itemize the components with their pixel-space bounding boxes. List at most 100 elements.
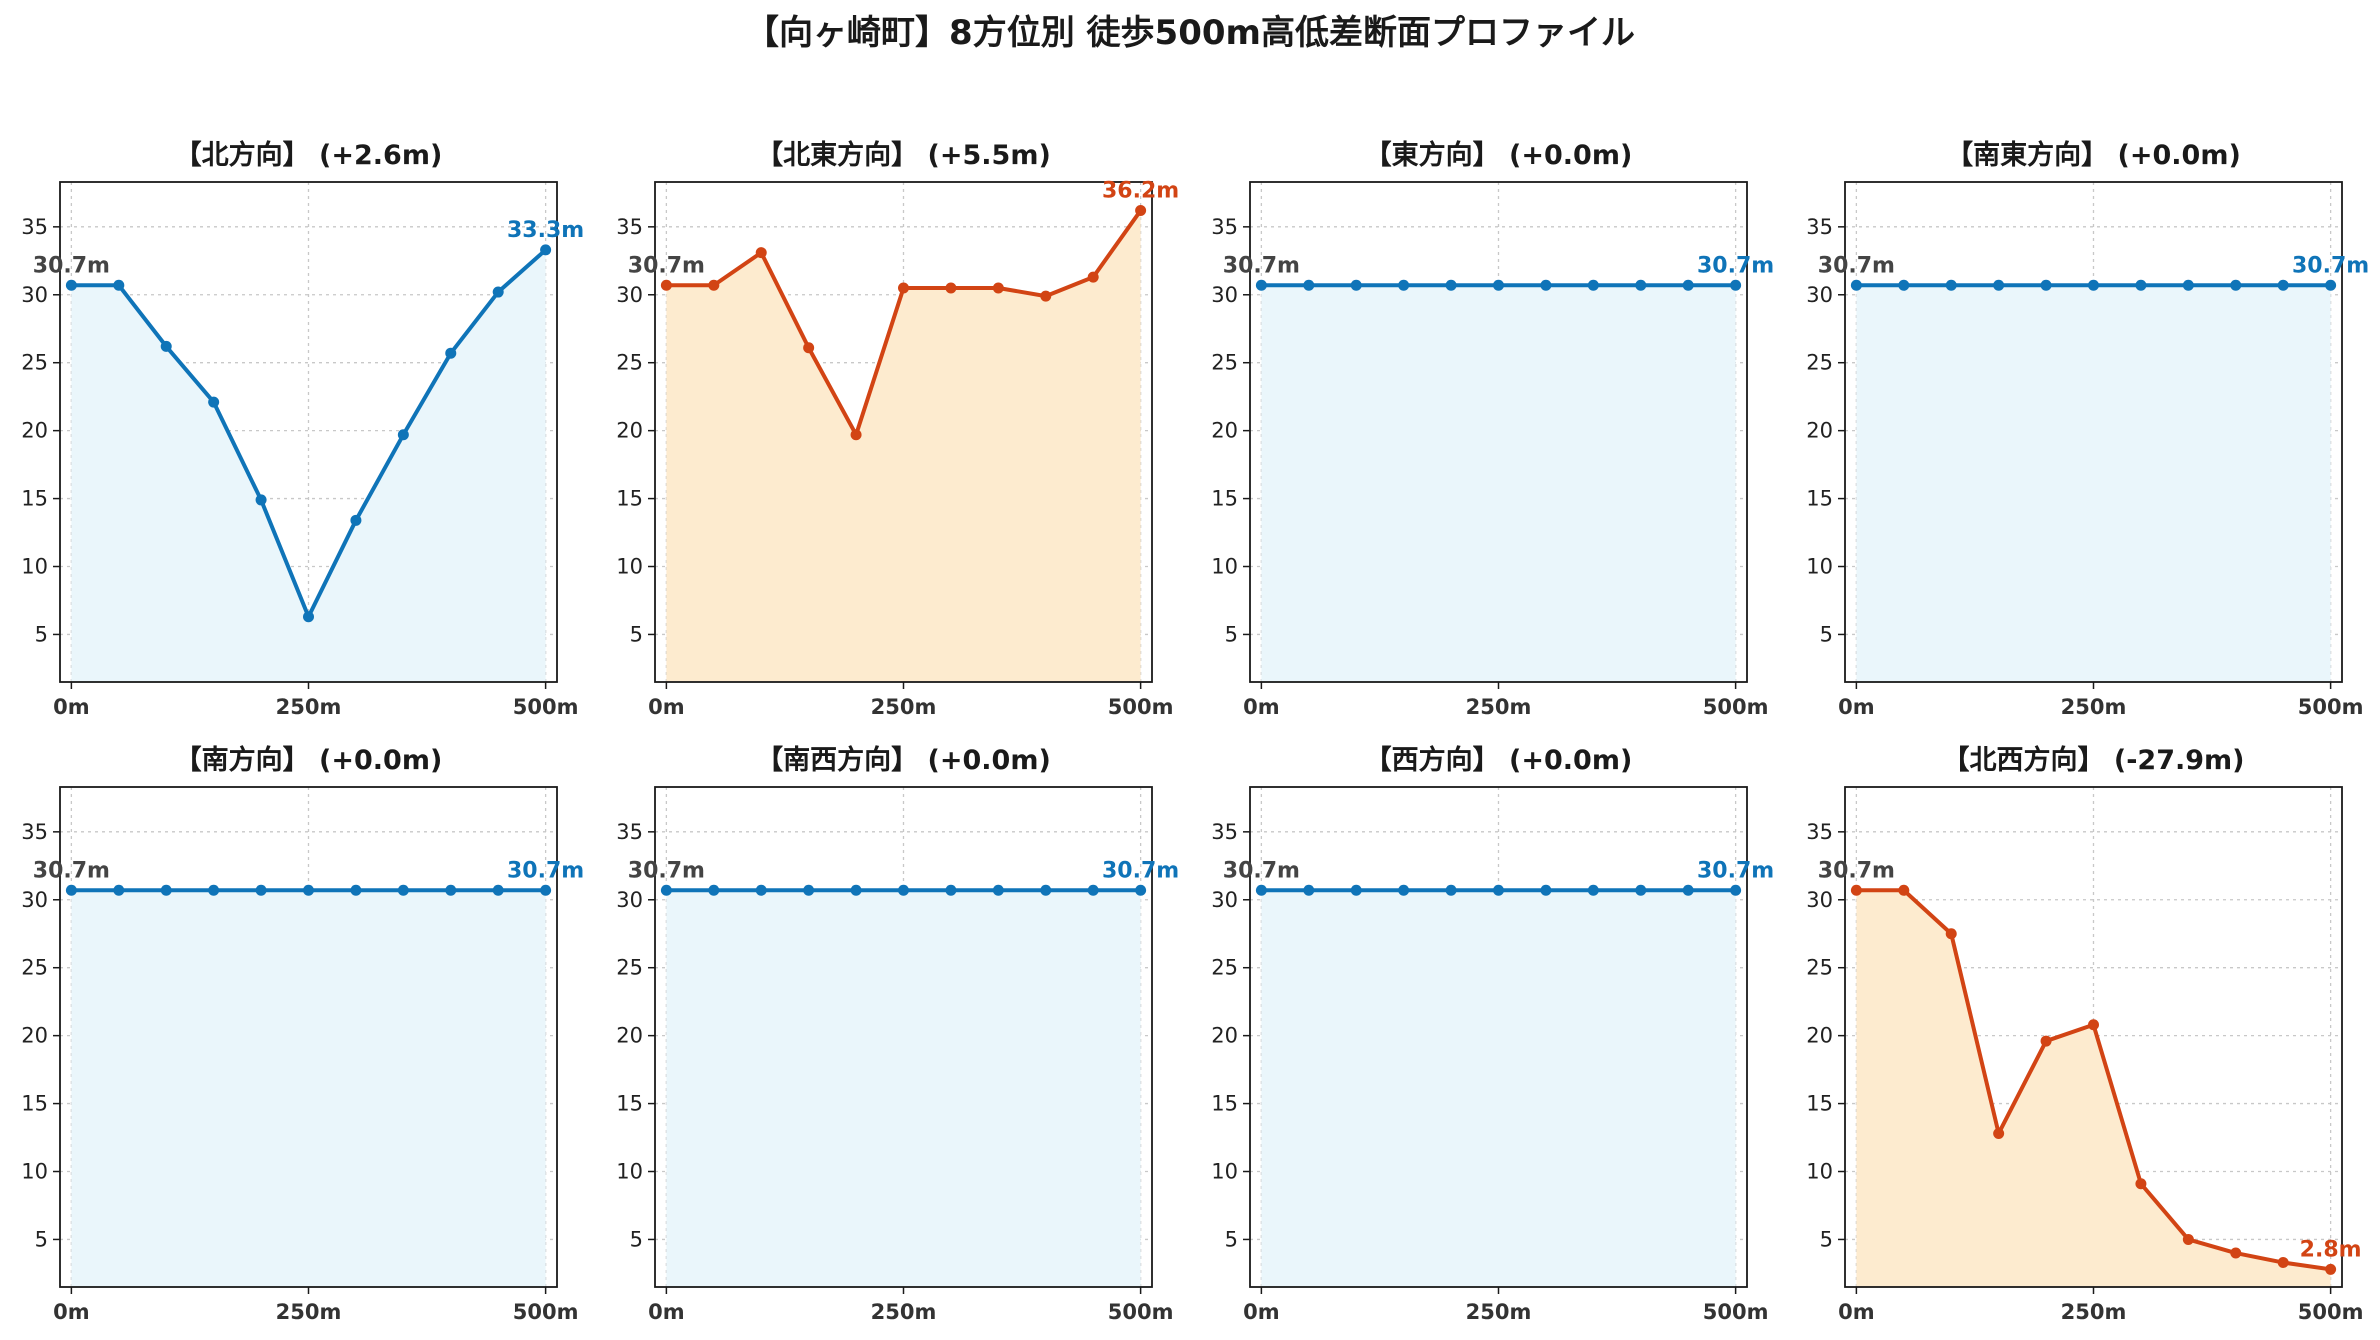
y-tick-label: 5	[1820, 622, 1833, 646]
data-point	[2325, 1263, 2337, 1275]
data-point	[1493, 279, 1504, 291]
y-tick-label: 25	[1211, 351, 1238, 375]
panel-title: 【北東方向】 (+5.5m)	[756, 139, 1051, 171]
y-tick-label: 5	[35, 1227, 48, 1251]
data-point	[1135, 205, 1147, 217]
data-point	[1087, 884, 1099, 896]
data-point	[2088, 1019, 2099, 1031]
y-tick-label: 15	[616, 1092, 643, 1116]
x-tick-label: 0m	[53, 1300, 90, 1324]
data-point	[160, 340, 172, 352]
area-fill	[1261, 890, 1736, 1287]
x-tick-label: 0m	[1243, 1300, 1280, 1324]
y-tick-label: 35	[1806, 820, 1833, 844]
chart-panel-2: 【北東方向】 (+5.5m) 5 10 15 20 25 30 35 0m 250m 500m 30.…	[616, 139, 1179, 719]
data-point	[1850, 884, 1862, 896]
y-tick-label: 10	[1806, 555, 1833, 579]
y-tick-label: 20	[1211, 419, 1238, 443]
y-tick-label: 10	[21, 555, 48, 579]
data-point	[208, 884, 220, 896]
x-tick-label: 250m	[871, 1300, 937, 1324]
data-point	[1040, 884, 1052, 896]
data-point	[1898, 884, 1910, 896]
data-point	[1635, 279, 1647, 291]
data-point	[208, 396, 220, 408]
data-point	[708, 279, 720, 291]
start-value-label: 30.7m	[628, 858, 705, 883]
x-tick-label: 0m	[1838, 1300, 1875, 1324]
y-tick-label: 10	[616, 1160, 643, 1184]
y-tick-label: 30	[1806, 283, 1833, 307]
y-tick-label: 20	[1806, 419, 1833, 443]
y-tick-label: 30	[1211, 283, 1238, 307]
chart-panel-8: 【北西方向】 (-27.9m) 5 10 15 20 25 30 35 0m 250m 500m 30…	[1806, 744, 2363, 1324]
y-tick-label: 15	[21, 1092, 48, 1116]
x-tick-label: 250m	[2061, 1300, 2127, 1324]
y-tick-label: 5	[1225, 622, 1238, 646]
data-point	[1587, 884, 1599, 896]
data-point	[113, 279, 125, 291]
chart-panel-4: 【南東方向】 (+0.0m) 5 10 15 20 25 30 35 0m 250m 500m 30.…	[1806, 139, 2369, 719]
x-tick-label: 500m	[1108, 695, 1174, 719]
y-tick-label: 15	[616, 487, 643, 511]
end-value-label: 30.7m	[507, 858, 584, 883]
data-point	[2088, 279, 2099, 291]
data-point	[492, 884, 504, 896]
x-tick-label: 500m	[1703, 695, 1769, 719]
y-tick-label: 35	[616, 820, 643, 844]
data-point	[1730, 884, 1742, 896]
data-point	[2230, 1247, 2242, 1259]
data-point	[350, 514, 362, 526]
y-tick-label: 25	[1806, 956, 1833, 980]
end-value-label: 30.7m	[1697, 858, 1774, 883]
y-tick-label: 35	[1806, 215, 1833, 239]
data-point	[2230, 279, 2242, 291]
y-tick-label: 10	[1211, 555, 1238, 579]
y-tick-label: 25	[616, 956, 643, 980]
x-tick-label: 250m	[1466, 1300, 1532, 1324]
data-point	[1945, 279, 1957, 291]
end-value-label: 30.7m	[1697, 253, 1774, 278]
end-value-label: 2.8m	[2300, 1237, 2362, 1262]
data-point	[2135, 279, 2147, 291]
x-tick-label: 250m	[1466, 695, 1532, 719]
data-point	[1540, 884, 1552, 896]
y-tick-label: 25	[1211, 956, 1238, 980]
data-point	[1255, 884, 1267, 896]
data-point	[945, 282, 957, 294]
y-tick-label: 10	[1211, 1160, 1238, 1184]
data-point	[2277, 1257, 2289, 1269]
chart-panel-7: 【西方向】 (+0.0m) 5 10 15 20 25 30 35 0m 250m 500m 30.7…	[1211, 744, 1774, 1324]
y-tick-label: 20	[21, 419, 48, 443]
data-point	[65, 884, 77, 896]
chart-panel-5: 【南方向】 (+0.0m) 5 10 15 20 25 30 35 0m 250m 500m 30.7…	[21, 744, 584, 1324]
y-tick-label: 20	[1806, 1024, 1833, 1048]
data-point	[350, 884, 362, 896]
data-point	[397, 884, 409, 896]
start-value-label: 30.7m	[33, 858, 110, 883]
y-tick-label: 25	[1806, 351, 1833, 375]
area-fill	[1856, 890, 2331, 1287]
y-tick-label: 10	[21, 1160, 48, 1184]
y-tick-label: 25	[21, 956, 48, 980]
data-point	[540, 244, 552, 256]
data-point	[803, 342, 815, 354]
data-point	[1682, 279, 1694, 291]
x-tick-label: 500m	[2298, 695, 2364, 719]
data-point	[1398, 884, 1410, 896]
y-tick-label: 35	[21, 820, 48, 844]
data-point	[945, 884, 957, 896]
data-point	[2182, 279, 2194, 291]
y-tick-label: 10	[616, 555, 643, 579]
y-tick-label: 35	[21, 215, 48, 239]
y-tick-label: 30	[1211, 888, 1238, 912]
end-value-label: 30.7m	[2292, 253, 2369, 278]
data-point	[1087, 271, 1099, 283]
data-point	[2040, 279, 2052, 291]
data-point	[160, 884, 172, 896]
y-tick-label: 25	[616, 351, 643, 375]
x-tick-label: 500m	[1108, 1300, 1174, 1324]
data-point	[492, 286, 504, 298]
start-value-label: 30.7m	[1818, 858, 1895, 883]
